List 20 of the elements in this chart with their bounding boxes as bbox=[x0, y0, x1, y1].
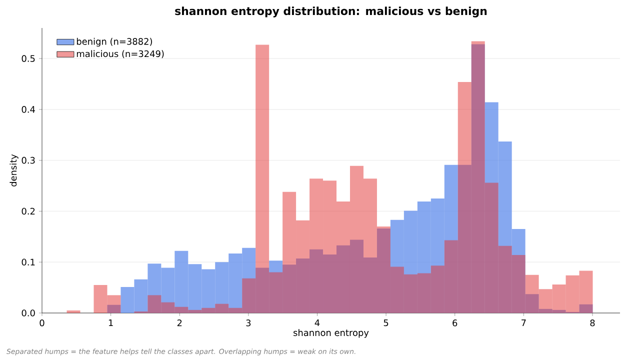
x-axis-title: shannon entropy bbox=[294, 329, 369, 338]
x-tick-label: 1 bbox=[108, 320, 113, 326]
y-tick-label: 0.0 bbox=[22, 310, 35, 316]
y-tick-label: 0.5 bbox=[22, 55, 35, 62]
y-tick-label: 0.2 bbox=[22, 208, 35, 215]
x-tick-label: 2 bbox=[177, 320, 182, 326]
x-tick-label: 4 bbox=[314, 320, 320, 326]
x-tick-label: 5 bbox=[384, 320, 388, 326]
y-tick-label: 0.4 bbox=[22, 106, 35, 113]
x-tick-label: 7 bbox=[522, 320, 526, 326]
x-tick-label: 0 bbox=[40, 320, 44, 326]
x-tick-label: 3 bbox=[246, 320, 251, 326]
y-axis-title: density bbox=[10, 154, 18, 186]
x-tick-label: 8 bbox=[590, 320, 595, 326]
y-tick-label: 0.1 bbox=[22, 258, 35, 266]
y-tick-label: 0.3 bbox=[22, 156, 35, 164]
legend-label: malicious (n=3249) bbox=[76, 50, 164, 58]
chart-title: shannon entropy distribution: malicious vs benign bbox=[175, 6, 487, 18]
x-tick-label: 6 bbox=[452, 320, 458, 326]
legend-label: benign (n=3882) bbox=[76, 38, 152, 47]
